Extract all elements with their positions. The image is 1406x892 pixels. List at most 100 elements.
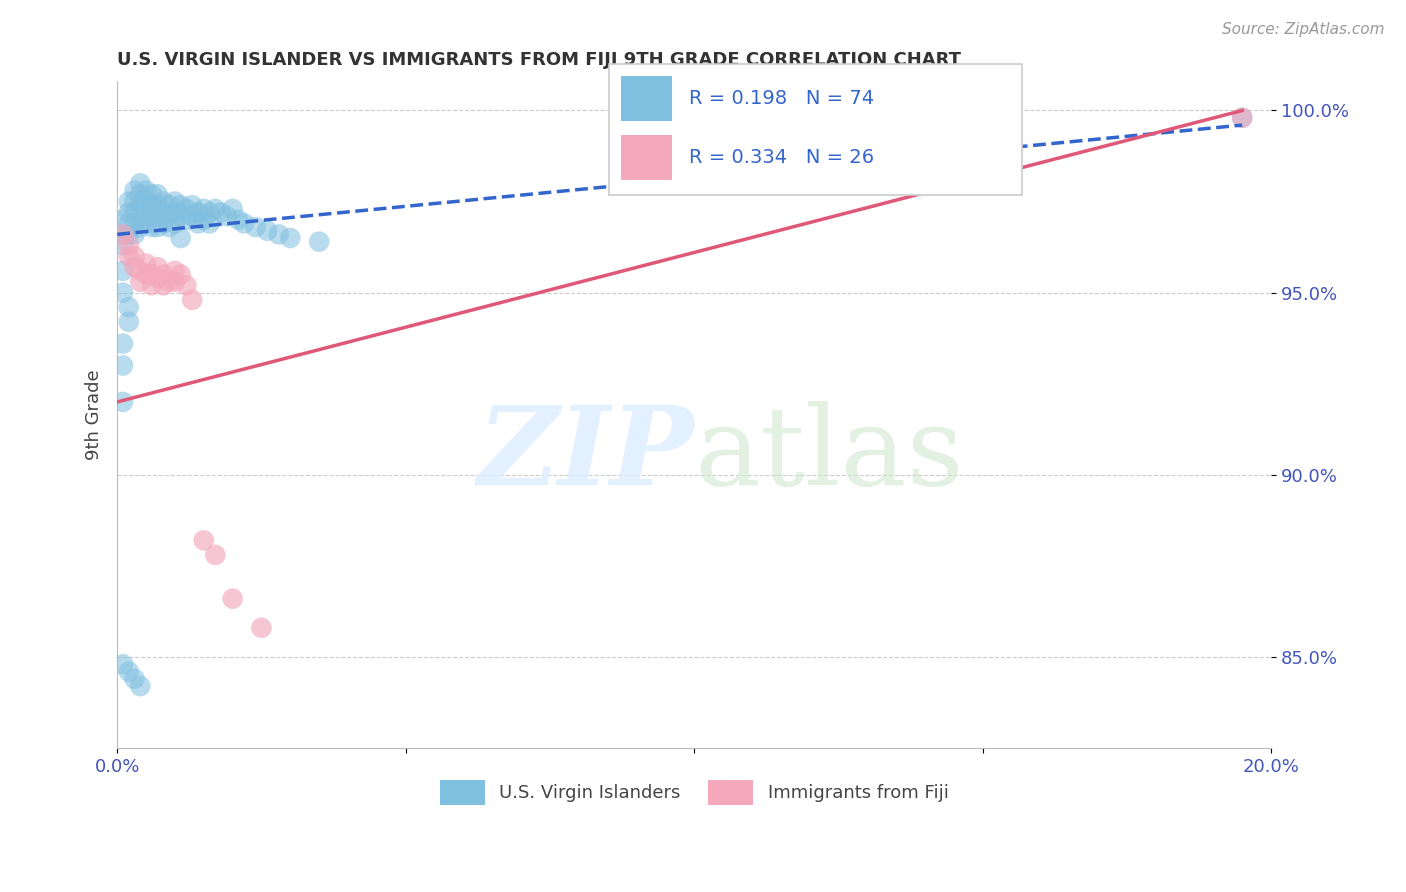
Point <box>124 672 146 686</box>
Point <box>111 227 134 242</box>
Point <box>278 231 301 245</box>
Point <box>118 205 141 219</box>
Point <box>181 198 204 212</box>
Point <box>111 212 134 227</box>
Point <box>118 249 141 263</box>
Point <box>221 202 243 216</box>
Point <box>1232 111 1254 125</box>
Legend: U.S. Virgin Islanders, Immigrants from Fiji: U.S. Virgin Islanders, Immigrants from F… <box>433 772 956 813</box>
Point <box>111 657 134 672</box>
Point <box>118 227 141 242</box>
Point <box>141 268 163 282</box>
Point <box>204 202 226 216</box>
Point <box>118 194 141 209</box>
Point <box>129 209 152 223</box>
Point <box>118 665 141 679</box>
Text: ZIP: ZIP <box>478 401 695 508</box>
Point <box>176 212 198 227</box>
Point <box>141 220 163 235</box>
Point <box>129 220 152 235</box>
Point <box>215 209 238 223</box>
Point <box>146 198 169 212</box>
Point <box>181 293 204 307</box>
FancyBboxPatch shape <box>621 76 672 121</box>
Text: R = 0.334   N = 26: R = 0.334 N = 26 <box>689 148 875 167</box>
Point <box>111 227 134 242</box>
Point <box>157 198 180 212</box>
Point <box>124 205 146 219</box>
Point <box>198 216 221 230</box>
Point <box>129 187 152 202</box>
Point <box>152 278 174 293</box>
Point <box>124 260 146 274</box>
Point <box>209 205 232 219</box>
Point <box>169 268 191 282</box>
Point <box>233 216 256 230</box>
Point <box>152 205 174 219</box>
Point <box>152 216 174 230</box>
Point <box>181 209 204 223</box>
Text: U.S. VIRGIN ISLANDER VS IMMIGRANTS FROM FIJI 9TH GRADE CORRELATION CHART: U.S. VIRGIN ISLANDER VS IMMIGRANTS FROM … <box>117 51 962 69</box>
Text: R = 0.198   N = 74: R = 0.198 N = 74 <box>689 89 875 108</box>
Point <box>135 184 157 198</box>
Point <box>193 533 215 548</box>
Point <box>124 194 146 209</box>
Point <box>111 359 134 373</box>
Point <box>135 268 157 282</box>
Point <box>124 216 146 230</box>
Point <box>129 177 152 191</box>
Point <box>141 278 163 293</box>
Point <box>146 271 169 285</box>
Point <box>129 275 152 289</box>
Point <box>193 212 215 227</box>
Point <box>187 216 209 230</box>
Point <box>187 205 209 219</box>
Point <box>111 395 134 409</box>
Point <box>267 227 290 242</box>
Point <box>163 264 186 278</box>
Point <box>141 187 163 202</box>
Point <box>124 184 146 198</box>
Y-axis label: 9th Grade: 9th Grade <box>86 369 103 460</box>
Point <box>163 194 186 209</box>
FancyBboxPatch shape <box>609 63 1022 195</box>
Text: Source: ZipAtlas.com: Source: ZipAtlas.com <box>1222 22 1385 37</box>
Point <box>308 235 330 249</box>
Point <box>146 209 169 223</box>
Point <box>250 621 273 635</box>
Point <box>176 278 198 293</box>
Point <box>111 238 134 252</box>
Point <box>228 212 250 227</box>
Point <box>169 231 191 245</box>
Point <box>118 216 141 230</box>
Point <box>124 249 146 263</box>
Point <box>135 194 157 209</box>
Point <box>118 300 141 314</box>
FancyBboxPatch shape <box>621 135 672 180</box>
Point <box>163 216 186 230</box>
Point <box>221 591 243 606</box>
Text: atlas: atlas <box>695 401 963 508</box>
Point <box>157 275 180 289</box>
Point <box>204 548 226 562</box>
Point <box>146 187 169 202</box>
Point <box>157 220 180 235</box>
Point <box>146 260 169 274</box>
Point <box>141 209 163 223</box>
Point <box>111 264 134 278</box>
Point <box>129 264 152 278</box>
Point <box>124 227 146 242</box>
Point <box>176 202 198 216</box>
Point <box>135 256 157 270</box>
Point <box>111 285 134 300</box>
Point <box>146 220 169 235</box>
Point <box>163 205 186 219</box>
Point <box>129 198 152 212</box>
Point <box>135 216 157 230</box>
Point <box>169 198 191 212</box>
Point <box>256 224 278 238</box>
Point <box>198 205 221 219</box>
Point <box>135 205 157 219</box>
Point <box>152 268 174 282</box>
Point <box>118 238 141 252</box>
